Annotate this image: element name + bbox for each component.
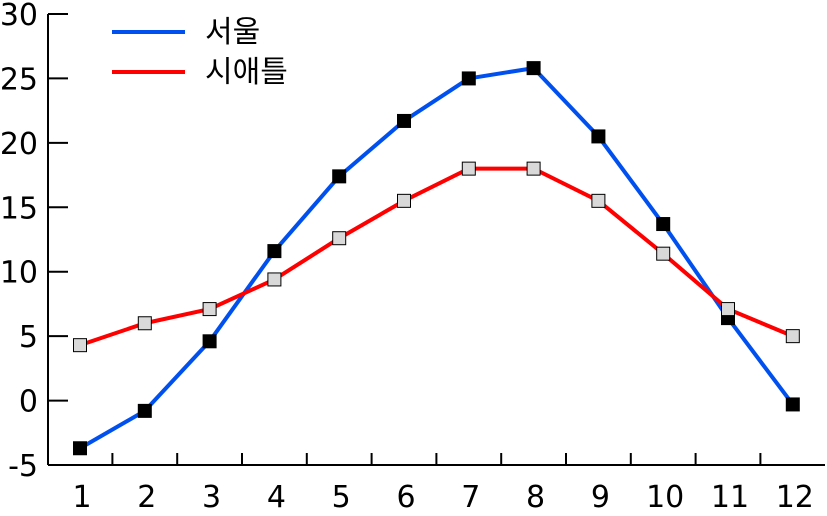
data-point [656, 246, 671, 261]
series-line [79, 166, 794, 348]
data-point [656, 217, 671, 232]
y-tick-label: 30 [0, 0, 38, 33]
x-tick-label: 11 [711, 480, 749, 515]
series-2 [73, 161, 800, 353]
y-tick-label: -5 [8, 449, 38, 484]
data-point [137, 403, 152, 418]
data-point [397, 193, 411, 208]
data-point [721, 302, 735, 317]
data-point [202, 302, 217, 317]
x-tick-label: 8 [526, 480, 545, 515]
data-point [73, 441, 87, 456]
x-tick-label: 1 [72, 480, 91, 515]
y-tick-label: 20 [0, 127, 38, 162]
data-point [461, 161, 476, 176]
y-tick-label: 15 [0, 191, 38, 226]
data-point [73, 338, 87, 353]
x-tick-label: 12 [776, 480, 814, 515]
data-point [332, 231, 347, 246]
data-point [137, 316, 152, 331]
x-tick-label: 5 [332, 480, 351, 515]
y-tick-label: 0 [19, 385, 38, 420]
data-point [785, 329, 800, 344]
data-point [461, 71, 476, 86]
x-tick-label: 10 [646, 480, 684, 515]
data-point [332, 169, 347, 184]
data-point [397, 113, 411, 128]
x-tick-label: 4 [267, 480, 286, 515]
x-tick-label: 3 [202, 480, 221, 515]
data-point [267, 272, 282, 287]
series-layer [73, 61, 800, 456]
data-point [591, 193, 606, 208]
data-point [785, 397, 800, 412]
x-tick-label: 6 [396, 480, 415, 515]
data-point [526, 161, 541, 176]
data-point [267, 244, 282, 259]
legend-label: 시애틀 [205, 55, 288, 90]
x-tick-label: 9 [591, 480, 610, 515]
data-point [591, 129, 606, 144]
y-tick-label: 5 [19, 320, 38, 355]
y-tick-label: 10 [0, 256, 38, 291]
data-point [202, 334, 217, 349]
series-line [79, 66, 795, 450]
legend-label: 서울 [205, 15, 260, 50]
x-tick-label: 7 [461, 480, 480, 515]
y-tick-label: 25 [0, 62, 38, 97]
data-point [526, 61, 541, 76]
series-1 [73, 61, 800, 456]
x-tick-label: 2 [137, 480, 156, 515]
